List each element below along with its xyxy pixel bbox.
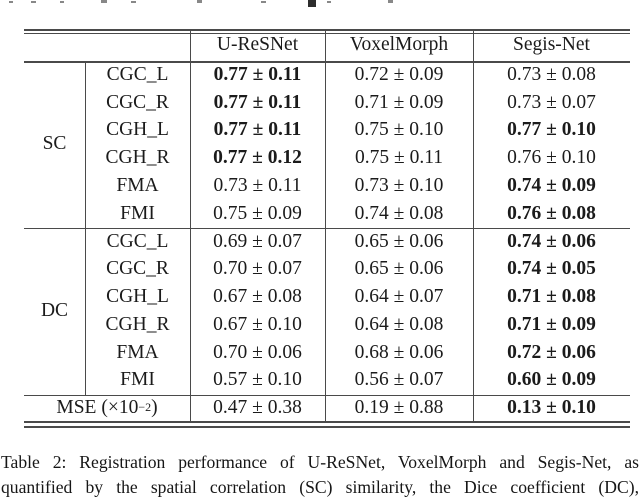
value-cell: 0.74 ± 0.08	[354, 202, 444, 224]
divider-col2-col3	[473, 29, 475, 421]
tract-label: FMA	[116, 341, 159, 363]
divider-group-tract	[85, 61, 87, 395]
value-cell: 0.67 ± 0.08	[213, 286, 302, 308]
value-cell: 0.75 ± 0.11	[355, 147, 443, 169]
value-cell: 0.74 ± 0.09	[507, 175, 596, 197]
value-cell: 0.73 ± 0.10	[354, 175, 444, 197]
tract-label: CGC_R	[106, 258, 169, 280]
tract-label: CGH_L	[106, 119, 169, 141]
group-label-dc: DC	[40, 300, 69, 322]
value-cell: 0.57 ± 0.10	[213, 369, 302, 391]
value-cell: 0.67 ± 0.10	[213, 313, 302, 335]
col-header-segis-net: Segis-Net	[513, 34, 590, 55]
results-table: U-ReSNet VoxelMorph Segis-Net SC CGC_L 0.77 ±…	[24, 29, 630, 421]
mse-exponent: −2	[138, 400, 152, 415]
tract-label: CGH_R	[105, 147, 170, 169]
tract-label: FMI	[120, 369, 155, 391]
value-cell: 0.73 ± 0.07	[507, 91, 596, 113]
section-rule-sc-dc	[24, 227, 630, 229]
value-cell: 0.76 ± 0.10	[507, 147, 596, 169]
tract-label: FMA	[116, 175, 159, 197]
section-rule-dc-mse	[24, 394, 630, 396]
caption-line-1: Table 2: Registration performance of U-R…	[1, 452, 639, 472]
tract-label: CGC_R	[106, 91, 169, 113]
table-top-rule-inner	[24, 33, 630, 35]
tract-label: FMI	[120, 202, 155, 224]
divider-tract-col1	[190, 29, 192, 421]
value-cell: 0.60 ± 0.09	[507, 369, 596, 391]
value-cell: 0.70 ± 0.07	[213, 258, 302, 280]
value-cell: 0.76 ± 0.08	[507, 202, 596, 224]
table-bottom-rule-outer	[24, 426, 630, 428]
value-cell: 0.72 ± 0.06	[507, 341, 596, 363]
value-cell: 0.72 ± 0.09	[354, 63, 444, 85]
value-cell: 0.70 ± 0.06	[213, 341, 302, 363]
group-label-sc: SC	[42, 133, 67, 155]
value-cell: 0.77 ± 0.11	[213, 63, 302, 85]
value-cell: 0.65 ± 0.06	[354, 258, 444, 280]
value-cell: 0.74 ± 0.06	[507, 230, 596, 252]
value-cell: 0.73 ± 0.11	[213, 175, 302, 197]
tract-label: CGC_L	[106, 63, 169, 85]
value-cell: 0.74 ± 0.05	[507, 258, 596, 280]
tract-label: CGH_L	[106, 286, 169, 308]
tract-label: CGH_R	[105, 313, 170, 335]
value-cell: 0.71 ± 0.09	[507, 313, 596, 335]
value-cell: 0.19 ± 0.88	[354, 396, 444, 418]
divider-col1-col2	[325, 29, 327, 421]
tract-label: CGC_L	[106, 230, 169, 252]
value-cell: 0.64 ± 0.08	[354, 313, 444, 335]
value-cell: 0.47 ± 0.38	[213, 396, 302, 418]
col-header-u-resnet: U-ReSNet	[216, 34, 299, 55]
header-rule	[24, 61, 630, 63]
table-bottom-rule-inner	[24, 421, 630, 423]
value-cell: 0.75 ± 0.10	[354, 119, 444, 141]
value-cell: 0.71 ± 0.09	[354, 91, 444, 113]
value-cell: 0.77 ± 0.11	[213, 91, 302, 113]
value-cell: 0.13 ± 0.10	[507, 396, 596, 418]
value-cell: 0.69 ± 0.07	[213, 230, 302, 252]
value-cell: 0.77 ± 0.10	[507, 119, 596, 141]
value-cell: 0.56 ± 0.07	[354, 369, 444, 391]
mse-label: MSE (×10 −2)	[56, 396, 158, 418]
caption-line-2: quantified by the spatial correlation (S…	[1, 476, 639, 497]
value-cell: 0.77 ± 0.11	[213, 119, 302, 141]
table-top-rule-outer	[24, 29, 630, 31]
col-header-voxelmorph: VoxelMorph	[349, 34, 449, 55]
value-cell: 0.73 ± 0.08	[507, 63, 596, 85]
value-cell: 0.68 ± 0.06	[354, 341, 444, 363]
value-cell: 0.65 ± 0.06	[354, 230, 444, 252]
table-caption: Table 2: Registration performance of U-R…	[1, 450, 639, 499]
value-cell: 0.77 ± 0.12	[213, 147, 302, 169]
value-cell: 0.64 ± 0.07	[354, 286, 444, 308]
value-cell: 0.75 ± 0.09	[213, 202, 302, 224]
value-cell: 0.71 ± 0.08	[507, 286, 596, 308]
